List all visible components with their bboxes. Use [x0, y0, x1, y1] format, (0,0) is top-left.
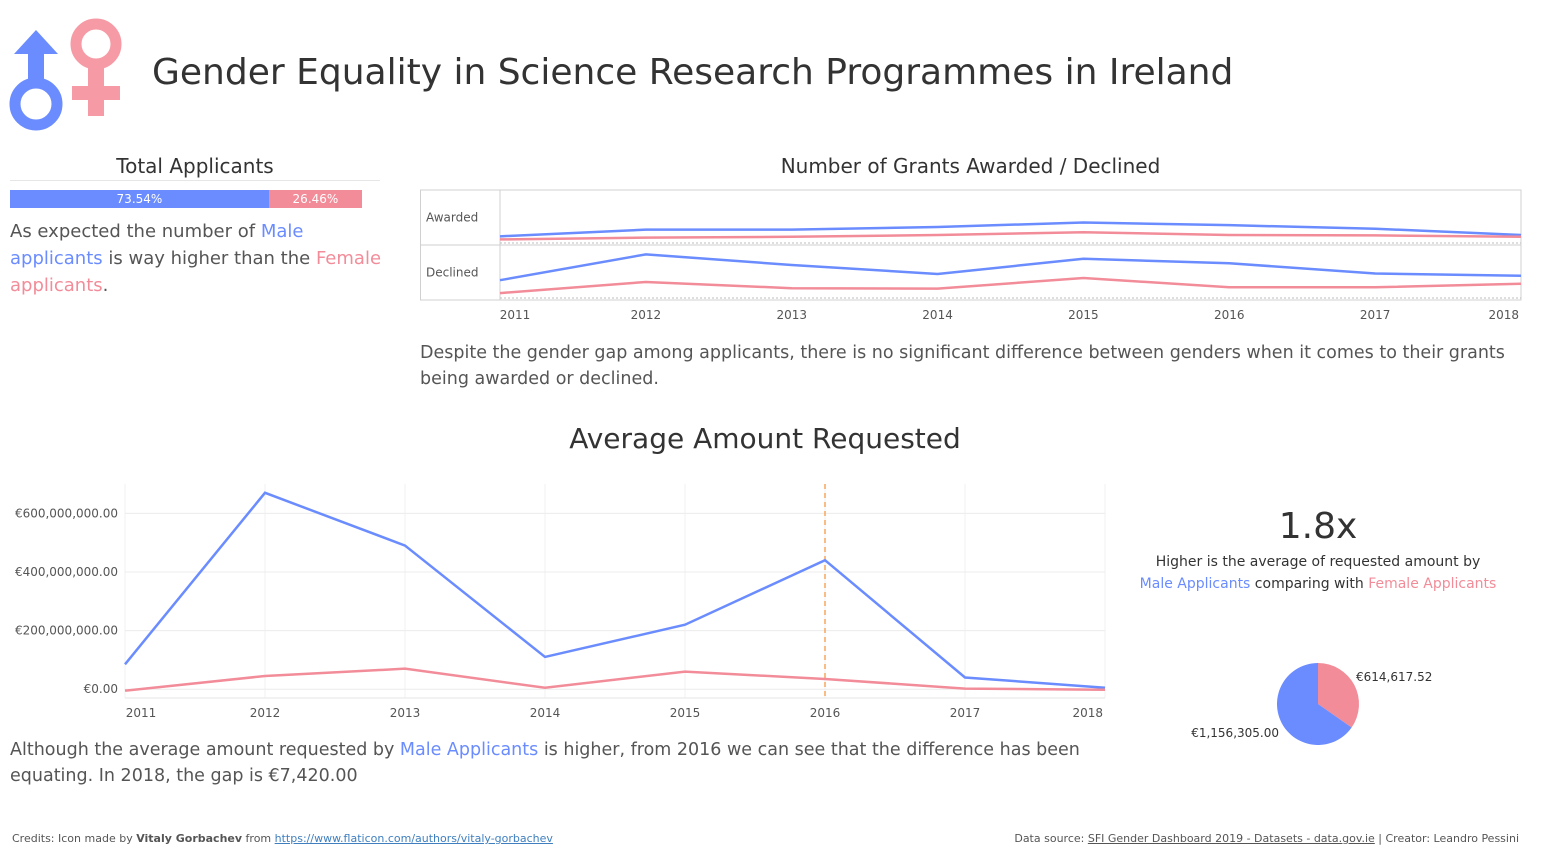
average-amount-pie: €614,617.52 €1,156,305.00	[1191, 663, 1432, 745]
grants-x-tick: 2013	[776, 308, 807, 322]
grants-awarded-series-1	[499, 231, 1522, 241]
male-applicants-label: Male applicants	[10, 221, 304, 269]
grants-chart-title: Number of Grants Awarded / Declined	[780, 154, 1161, 178]
average-x-tick: 2018	[1072, 706, 1103, 720]
page-title: Gender Equality in Science Research Prog…	[152, 52, 1234, 93]
source-prefix: Data source:	[1014, 832, 1088, 845]
ratio-line1: Higher is the average of requested amoun…	[1155, 554, 1481, 570]
applicants-text-middle: is way higher than the	[102, 248, 316, 269]
grants-x-tick: 2012	[631, 308, 662, 322]
average-x-tick: 2015	[670, 706, 701, 720]
female-applicants-label: Female applicants	[10, 248, 382, 296]
pie-label-female: €614,617.52	[1356, 670, 1432, 684]
male-percentage-segment: 73.54%	[10, 190, 269, 208]
average-x-tick: 2013	[390, 706, 421, 720]
data-source: Data source: SFI Gender Dashboard 2019 -…	[1014, 832, 1519, 845]
applicants-text-before: As expected the number of	[10, 221, 261, 242]
average-y-tick: €0.00	[84, 682, 118, 696]
pie-slice-1	[1277, 663, 1352, 745]
average-y-tick: €200,000,000.00	[15, 624, 118, 638]
applicants-percentage-bar: 73.54% 26.46%	[10, 190, 362, 208]
grants-declined-series-1	[499, 276, 1522, 295]
average-y-tick: €600,000,000.00	[15, 506, 118, 520]
source-suffix: | Creator: Leandro Pessini	[1374, 832, 1519, 845]
pie-slice-0	[1318, 663, 1359, 728]
pie-label-male: €1,156,305.00	[1191, 726, 1279, 740]
female-symbol-icon	[70, 18, 122, 116]
grants-x-tick: 2017	[1360, 308, 1391, 322]
ratio-male-label: Male Applicants	[1139, 576, 1251, 592]
grants-chart: Awarded Declined 2011 2012 2013 2014 2015 2016 2…	[420, 189, 1522, 322]
panel-label-awarded: Awarded	[426, 211, 478, 225]
average-chart-title: Average Amount Requested	[569, 422, 961, 455]
ratio-line2: Male Applicants comparing with Female Ap…	[1118, 576, 1518, 592]
female-percentage-segment: 26.46%	[268, 190, 362, 208]
grants-x-tick: 2015	[1068, 308, 1099, 322]
divider	[10, 180, 380, 181]
credits-link[interactable]: https://www.flaticon.com/authors/vitaly-…	[274, 832, 553, 845]
data-source-link[interactable]: SFI Gender Dashboard 2019 - Datasets - d…	[1087, 832, 1375, 845]
credits-from: from	[242, 832, 275, 845]
grants-declined-series-0	[499, 253, 1522, 282]
panel-label-declined: Declined	[426, 266, 479, 280]
average-x-tick: 2012	[250, 706, 281, 720]
average-x-tick: 2011	[126, 706, 157, 720]
grants-x-tick: 2011	[500, 308, 531, 322]
grants-note: Despite the gender gap among applicants,…	[420, 343, 1505, 389]
average-x-tick: 2016	[810, 706, 841, 720]
credits: Credits: Icon made by Vitaly Gorbachev f…	[12, 832, 553, 845]
credits-prefix: Credits: Icon made by	[12, 832, 137, 845]
average-note: Although the average amount requested by…	[10, 737, 1120, 789]
average-x-tick: 2017	[950, 706, 981, 720]
applicants-description: As expected the number of Male applicant…	[10, 218, 390, 299]
male-symbol-icon	[9, 30, 63, 131]
grants-x-tick: 2016	[1214, 308, 1245, 322]
average-note-before: Although the average amount requested by	[10, 740, 400, 760]
average-note-male: Male Applicants	[399, 740, 539, 760]
applicants-text-after: .	[102, 275, 109, 296]
average-amount-chart: €0.00 €200,000,000.00 €400,000,000.00 €600,…	[15, 484, 1106, 720]
grants-x-tick: 2018	[1488, 308, 1519, 322]
total-applicants-title: Total Applicants	[116, 154, 274, 178]
average-series-0	[124, 491, 1106, 689]
ratio-female-label: Female Applicants	[1368, 576, 1497, 592]
average-note-after: is higher, from 2016 we can see that the…	[10, 740, 1080, 786]
credits-author: Vitaly Gorbachev	[136, 832, 243, 845]
average-y-tick: €400,000,000.00	[15, 565, 118, 579]
average-x-tick: 2014	[530, 706, 561, 720]
average-series-1	[124, 667, 1106, 692]
grants-awarded-series-0	[499, 221, 1522, 238]
grants-x-tick: 2014	[922, 308, 953, 322]
ratio-value: 1.8x	[1278, 506, 1358, 547]
ratio-middle: comparing with	[1250, 576, 1369, 592]
